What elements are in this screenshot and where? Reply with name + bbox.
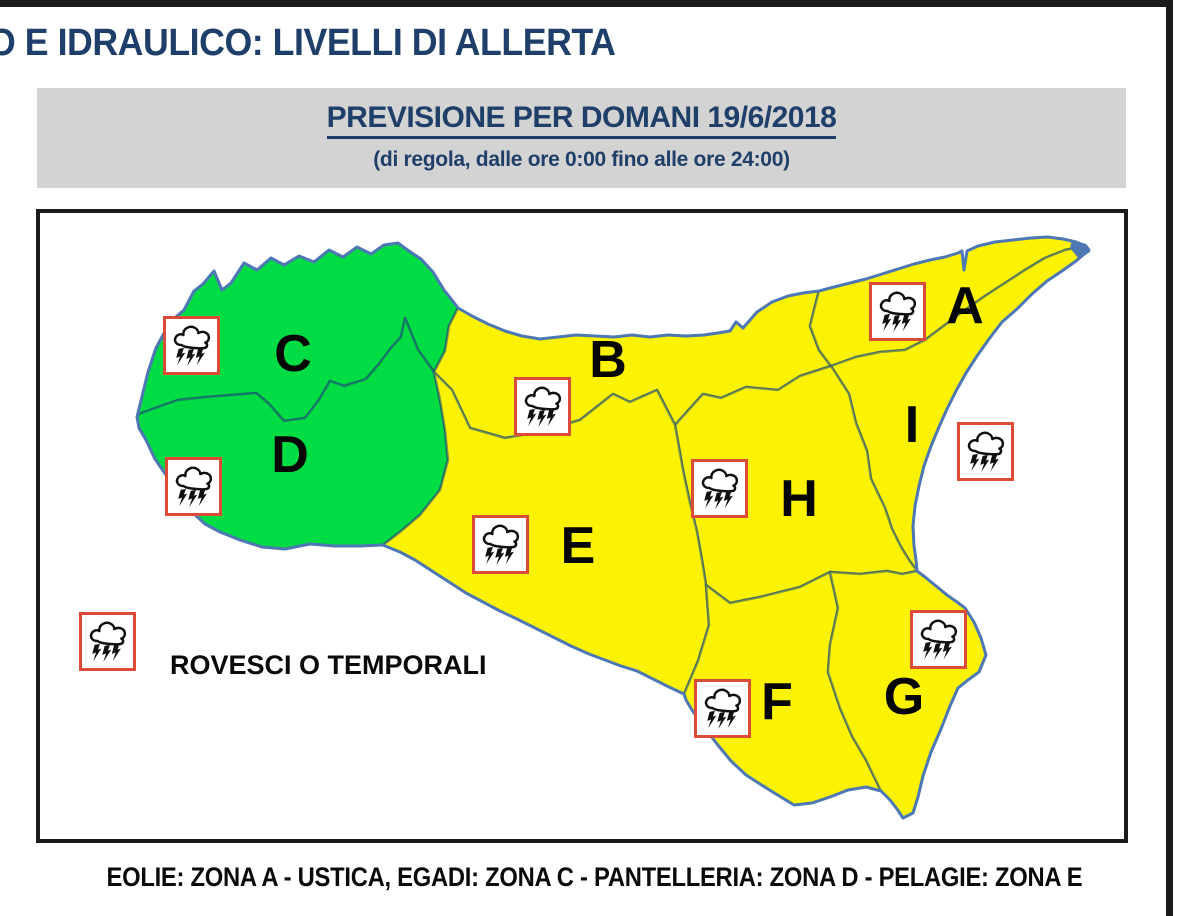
storm-icon-box-I — [957, 422, 1014, 481]
storm-cloud-lightning-icon — [965, 429, 1007, 475]
map-frame — [36, 209, 1128, 843]
footer-note-text: EOLIE: ZONA A - USTICA, EGADI: ZONA C - … — [106, 862, 1082, 892]
storm-icon-box-C — [163, 316, 220, 375]
storm-cloud-lightning-icon — [877, 289, 919, 335]
legend-storm-icon-box — [79, 612, 136, 671]
footer-note: EOLIE: ZONA A - USTICA, EGADI: ZONA C - … — [0, 862, 1188, 893]
storm-icon-box-H — [691, 459, 748, 518]
zone-label-A: A — [946, 276, 984, 335]
forecast-banner-title: PREVISIONE PER DOMANI 19/6/2018 — [326, 101, 837, 139]
storm-cloud-lightning-icon — [522, 384, 564, 430]
storm-icon-box-D — [165, 457, 222, 516]
zone-label-H: H — [780, 469, 818, 528]
zone-label-C: C — [274, 324, 312, 383]
storm-cloud-lightning-icon — [87, 619, 129, 665]
storm-icon-box-G — [910, 610, 967, 669]
storm-cloud-lightning-icon — [173, 464, 215, 510]
forecast-banner-subtitle: (di regola, dalle ore 0:00 fino alle ore… — [373, 148, 790, 171]
storm-icon-box-A — [869, 282, 926, 341]
storm-icon-box-F — [694, 679, 751, 738]
zone-label-E: E — [560, 516, 596, 575]
zone-label-B: B — [589, 330, 627, 389]
right-border-line — [1166, 0, 1173, 916]
zone-label-G: G — [883, 667, 925, 726]
forecast-banner: PREVISIONE PER DOMANI 19/6/2018 (di rego… — [37, 88, 1126, 188]
zone-label-I: I — [904, 395, 920, 454]
zone-label-D: D — [271, 425, 309, 484]
storm-cloud-lightning-icon — [480, 522, 522, 568]
storm-cloud-lightning-icon — [699, 466, 741, 512]
page-title: O E IDRAULICO: LIVELLI DI ALLERTA — [0, 22, 616, 64]
zone-label-F: F — [761, 672, 793, 731]
storm-icon-box-E — [472, 515, 529, 574]
storm-cloud-lightning-icon — [702, 686, 744, 732]
storm-cloud-lightning-icon — [171, 323, 213, 369]
top-border-line — [0, 0, 1173, 7]
storm-icon-box-B — [514, 377, 571, 436]
legend-label: ROVESCI O TEMPORALI — [170, 650, 487, 680]
storm-cloud-lightning-icon — [918, 617, 960, 663]
